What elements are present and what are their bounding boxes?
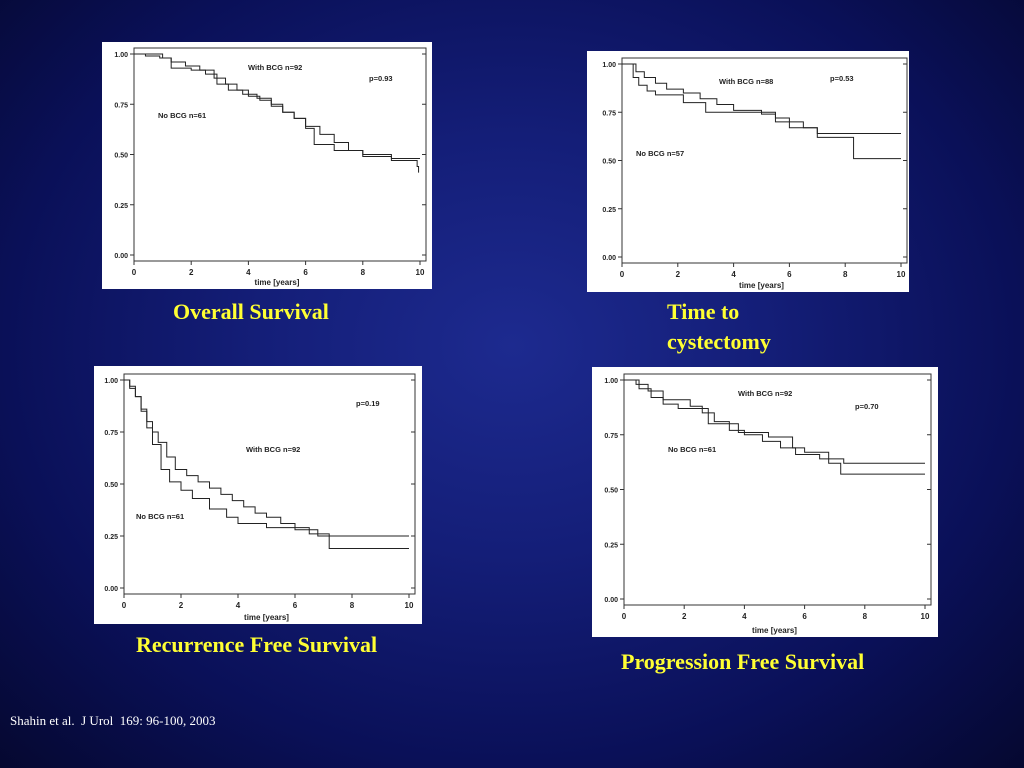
x-tick-label: 0 xyxy=(122,601,127,610)
x-tick-label: 8 xyxy=(350,601,355,610)
series-label: No BCG n=61 xyxy=(136,512,184,521)
km-curve-with-bcg xyxy=(124,379,409,537)
citation: Shahin et al. J Urol 169: 96-100, 2003 xyxy=(10,713,216,728)
x-tick-label: 10 xyxy=(416,268,425,277)
series-label: With BCG n=92 xyxy=(246,445,300,454)
x-tick-label: 6 xyxy=(293,601,298,610)
x-tick-label: 2 xyxy=(179,601,184,610)
y-tick-label: 1.00 xyxy=(114,52,128,59)
caption-recurrence-free-survival: Recurrence Free Survival xyxy=(136,630,377,660)
x-tick-label: 0 xyxy=(620,270,625,279)
km-curve-no-bcg xyxy=(124,379,409,549)
series-label: With BCG n=88 xyxy=(719,77,773,86)
time-to-cystectomy-chart: 0.00 0.25 0.50 0.75 1.00 0 2 4 6 8 10 time [years] W… xyxy=(587,51,909,292)
y-tick-label: 0.25 xyxy=(602,207,616,214)
x-tick-label: 4 xyxy=(742,612,747,621)
y-tick-label: 0.50 xyxy=(114,153,128,160)
caption-overall-survival-text: Overall Survival xyxy=(173,299,329,324)
km-curve-no-bcg xyxy=(624,379,925,475)
recurrence-free-survival-chart: 0.00 0.25 0.50 0.75 1.00 0 2 4 6 8 10 time [years] W… xyxy=(94,366,422,624)
x-tick-label: 8 xyxy=(361,268,366,277)
x-axis-label: time [years] xyxy=(752,626,797,635)
y-tick-label: 1.00 xyxy=(602,62,616,69)
x-tick-label: 6 xyxy=(787,270,792,279)
plot-frame xyxy=(621,57,908,264)
y-tick-label: 1.00 xyxy=(104,378,118,385)
caption-time-to-cystectomy: Time to cystectomy xyxy=(667,297,817,357)
caption-progression-free-survival-text: Progression Free Survival xyxy=(621,649,865,674)
y-tick-label: 0.00 xyxy=(604,597,618,604)
y-tick-label: 0.00 xyxy=(104,586,118,593)
x-tick-label: 8 xyxy=(863,612,868,621)
caption-progression-free-survival: Progression Free Survival xyxy=(621,647,864,677)
x-tick-label: 0 xyxy=(132,268,137,277)
series-label: No BCG n=61 xyxy=(668,445,716,454)
y-tick-label: 0.25 xyxy=(104,534,118,541)
caption-overall-survival: Overall Survival xyxy=(173,297,329,327)
caption-time-to-cystectomy-text: Time to cystectomy xyxy=(667,299,771,354)
y-tick-label: 1.00 xyxy=(604,378,618,385)
x-tick-label: 10 xyxy=(405,601,414,610)
x-tick-label: 6 xyxy=(303,268,308,277)
km-curve-no-bcg xyxy=(622,63,901,160)
y-tick-label: 0.75 xyxy=(604,433,618,440)
y-tick-label: 0.75 xyxy=(602,110,616,117)
x-tick-label: 0 xyxy=(622,612,627,621)
p-value-label: p=0.93 xyxy=(369,74,393,83)
y-tick-label: 0.50 xyxy=(104,482,118,489)
x-tick-label: 2 xyxy=(682,612,687,621)
km-curve-with-bcg xyxy=(624,379,925,464)
y-tick-label: 0.00 xyxy=(602,255,616,262)
y-tick-label: 0.75 xyxy=(114,102,128,109)
x-tick-label: 4 xyxy=(246,268,251,277)
series-label: With BCG n=92 xyxy=(248,63,302,72)
series-label: With BCG n=92 xyxy=(738,389,792,398)
x-tick-label: 8 xyxy=(843,270,848,279)
km-curve-no-bcg xyxy=(134,53,420,173)
series-label: No BCG n=61 xyxy=(158,111,206,120)
y-tick-label: 0.25 xyxy=(604,542,618,549)
x-tick-label: 2 xyxy=(189,268,194,277)
p-value-label: p=0.19 xyxy=(356,399,380,408)
y-tick-label: 0.25 xyxy=(114,203,128,210)
plot-frame xyxy=(623,373,932,606)
y-tick-label: 0.50 xyxy=(602,159,616,166)
overall-survival-chart: 0.00 0.25 0.50 0.75 1.00 0 2 4 6 8 10 time [years] W… xyxy=(102,42,432,289)
x-axis-label: time [years] xyxy=(255,278,300,287)
p-value-label: p=0.70 xyxy=(855,402,879,411)
x-tick-label: 4 xyxy=(731,270,736,279)
y-tick-label: 0.50 xyxy=(604,488,618,495)
caption-recurrence-free-survival-text: Recurrence Free Survival xyxy=(136,632,378,657)
x-axis-label: time [years] xyxy=(739,281,784,290)
x-tick-label: 4 xyxy=(236,601,241,610)
y-tick-label: 0.00 xyxy=(114,253,128,260)
x-tick-label: 2 xyxy=(676,270,681,279)
progression-free-survival-chart: 0.00 0.25 0.50 0.75 1.00 0 2 4 6 8 10 time [years] W… xyxy=(592,367,938,637)
x-axis-label: time [years] xyxy=(244,613,289,622)
x-tick-label: 6 xyxy=(802,612,807,621)
x-tick-label: 10 xyxy=(897,270,906,279)
series-label: No BCG n=57 xyxy=(636,149,684,158)
x-tick-label: 10 xyxy=(921,612,930,621)
km-curve-with-bcg xyxy=(622,63,901,134)
y-tick-label: 0.75 xyxy=(104,430,118,437)
p-value-label: p=0.53 xyxy=(830,74,854,83)
